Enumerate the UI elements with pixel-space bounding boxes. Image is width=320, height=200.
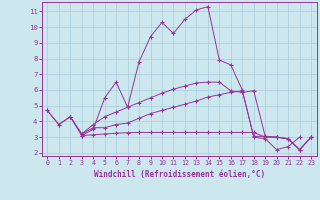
- X-axis label: Windchill (Refroidissement éolien,°C): Windchill (Refroidissement éolien,°C): [94, 170, 265, 179]
